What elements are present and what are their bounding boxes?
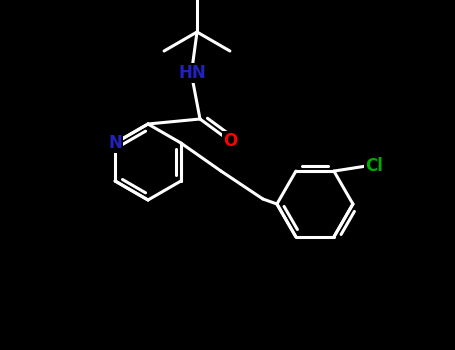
Text: O: O	[223, 132, 237, 150]
Text: HN: HN	[178, 64, 206, 82]
Text: Cl: Cl	[365, 157, 383, 175]
Text: N: N	[108, 134, 122, 152]
